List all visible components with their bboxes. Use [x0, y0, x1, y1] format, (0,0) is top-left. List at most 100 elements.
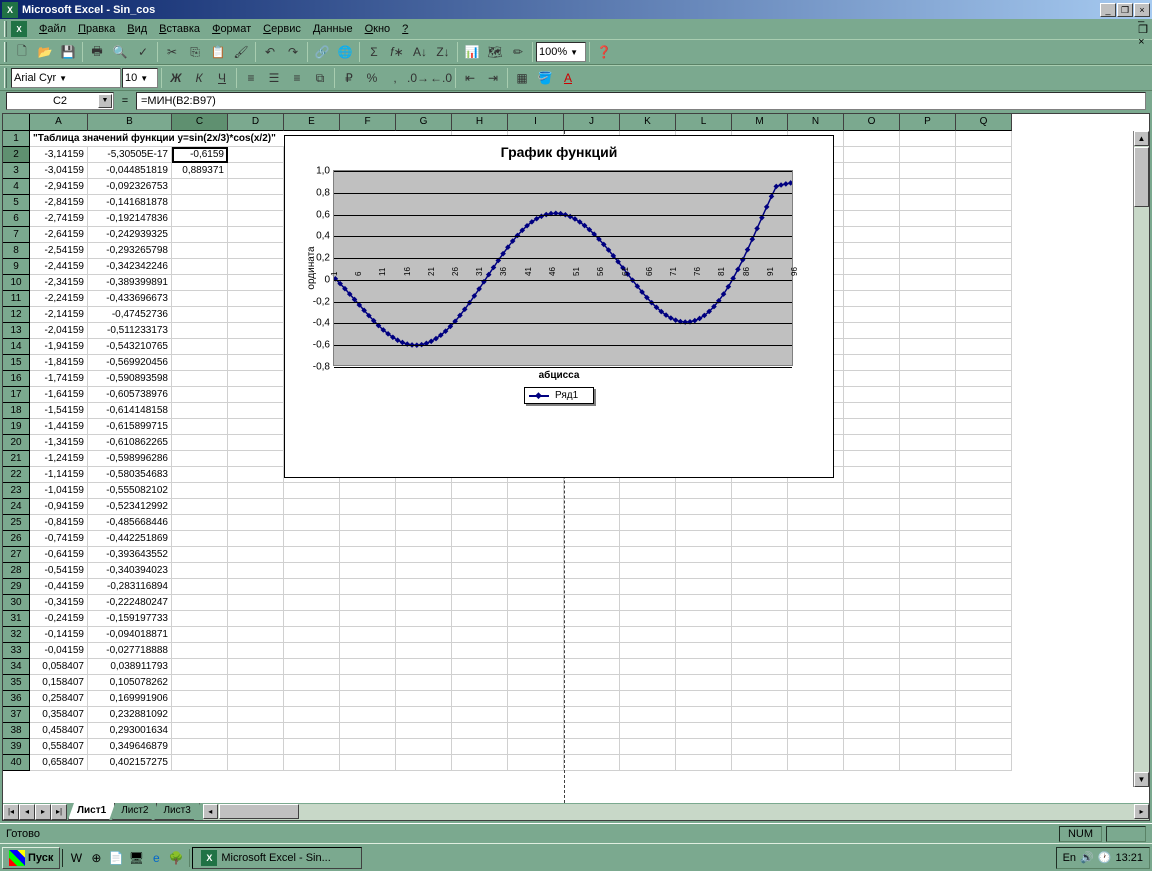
- cell[interactable]: [284, 675, 340, 691]
- cell[interactable]: [956, 755, 1012, 771]
- cell[interactable]: -2,24159: [30, 291, 88, 307]
- tray-lang[interactable]: En: [1063, 852, 1076, 864]
- cell[interactable]: [228, 387, 284, 403]
- cell[interactable]: [452, 515, 508, 531]
- cell[interactable]: [956, 467, 1012, 483]
- cell[interactable]: [844, 403, 900, 419]
- cell[interactable]: [900, 755, 956, 771]
- cell[interactable]: [508, 531, 564, 547]
- cell[interactable]: [956, 595, 1012, 611]
- cell[interactable]: -0,614148158: [88, 403, 172, 419]
- cell[interactable]: -0,64159: [30, 547, 88, 563]
- cell[interactable]: [564, 611, 620, 627]
- cell[interactable]: [900, 595, 956, 611]
- cell[interactable]: [732, 595, 788, 611]
- cell[interactable]: 0,293001634: [88, 723, 172, 739]
- cell[interactable]: -0,598996286: [88, 451, 172, 467]
- cell[interactable]: [228, 339, 284, 355]
- cell[interactable]: [788, 611, 844, 627]
- cell[interactable]: [284, 563, 340, 579]
- cell[interactable]: [676, 643, 732, 659]
- cell[interactable]: -0,44159: [30, 579, 88, 595]
- name-box[interactable]: C2 ▼: [6, 92, 114, 110]
- cell[interactable]: -0,094018871: [88, 627, 172, 643]
- cell[interactable]: [900, 739, 956, 755]
- cell[interactable]: [564, 707, 620, 723]
- chart-wizard-button[interactable]: 📊: [461, 41, 483, 63]
- cell[interactable]: [340, 675, 396, 691]
- row-header[interactable]: 11: [3, 291, 30, 307]
- cell[interactable]: -0,340394023: [88, 563, 172, 579]
- copy-button[interactable]: ⎘: [184, 41, 206, 63]
- cell[interactable]: [508, 547, 564, 563]
- tray-icon[interactable]: 🕐: [1098, 851, 1112, 864]
- cell[interactable]: [676, 723, 732, 739]
- cut-button[interactable]: ✂: [161, 41, 183, 63]
- column-header[interactable]: B: [88, 114, 172, 131]
- menu-item[interactable]: Данные: [307, 21, 359, 37]
- cell[interactable]: [788, 531, 844, 547]
- sheet-tab[interactable]: Лист1: [68, 803, 115, 820]
- row-header[interactable]: 21: [3, 451, 30, 467]
- cell[interactable]: [396, 707, 452, 723]
- cell[interactable]: [956, 531, 1012, 547]
- cell[interactable]: [732, 739, 788, 755]
- paste-button[interactable]: 📋: [207, 41, 229, 63]
- cell[interactable]: [956, 707, 1012, 723]
- cell[interactable]: [452, 723, 508, 739]
- row-header[interactable]: 8: [3, 243, 30, 259]
- cell[interactable]: [900, 403, 956, 419]
- cell[interactable]: -0,610862265: [88, 435, 172, 451]
- cell[interactable]: [900, 627, 956, 643]
- cell[interactable]: [564, 659, 620, 675]
- cell[interactable]: 0,105078262: [88, 675, 172, 691]
- cell[interactable]: [844, 179, 900, 195]
- menu-item[interactable]: Файл: [33, 21, 72, 37]
- cell[interactable]: [340, 707, 396, 723]
- cell[interactable]: -1,54159: [30, 403, 88, 419]
- cell[interactable]: [564, 547, 620, 563]
- cell[interactable]: [284, 579, 340, 595]
- cell[interactable]: [508, 691, 564, 707]
- cell[interactable]: [172, 387, 228, 403]
- spelling-button[interactable]: ✓: [132, 41, 154, 63]
- tab-prev-button[interactable]: ◂: [19, 804, 35, 820]
- cell[interactable]: [228, 467, 284, 483]
- cell[interactable]: [172, 403, 228, 419]
- cell[interactable]: [228, 547, 284, 563]
- cell[interactable]: [676, 659, 732, 675]
- cell[interactable]: [956, 131, 1012, 147]
- cell[interactable]: [172, 483, 228, 499]
- cell[interactable]: [172, 627, 228, 643]
- sort-desc-button[interactable]: Z↓: [432, 41, 454, 63]
- cell[interactable]: [228, 355, 284, 371]
- cell[interactable]: [564, 531, 620, 547]
- cell[interactable]: -0,293265798: [88, 243, 172, 259]
- row-header[interactable]: 40: [3, 755, 30, 771]
- cell[interactable]: [228, 307, 284, 323]
- cell[interactable]: [172, 499, 228, 515]
- cell[interactable]: -0,485668446: [88, 515, 172, 531]
- row-header[interactable]: 1: [3, 131, 30, 147]
- cell[interactable]: [172, 611, 228, 627]
- cell[interactable]: [508, 499, 564, 515]
- row-header[interactable]: 12: [3, 307, 30, 323]
- cell[interactable]: [396, 659, 452, 675]
- cell[interactable]: [172, 595, 228, 611]
- cell[interactable]: [284, 611, 340, 627]
- cell[interactable]: -0,393643552: [88, 547, 172, 563]
- cell[interactable]: [900, 691, 956, 707]
- cell[interactable]: -0,389399891: [88, 275, 172, 291]
- cell[interactable]: [340, 563, 396, 579]
- column-header[interactable]: M: [732, 114, 788, 131]
- scroll-left-button[interactable]: ◂: [203, 804, 218, 819]
- cell[interactable]: -0,34159: [30, 595, 88, 611]
- cell[interactable]: [676, 563, 732, 579]
- row-header[interactable]: 33: [3, 643, 30, 659]
- cell[interactable]: [956, 723, 1012, 739]
- cell[interactable]: [732, 531, 788, 547]
- cell[interactable]: [452, 563, 508, 579]
- cell[interactable]: [172, 355, 228, 371]
- cell[interactable]: [564, 755, 620, 771]
- tab-first-button[interactable]: |◂: [3, 804, 19, 820]
